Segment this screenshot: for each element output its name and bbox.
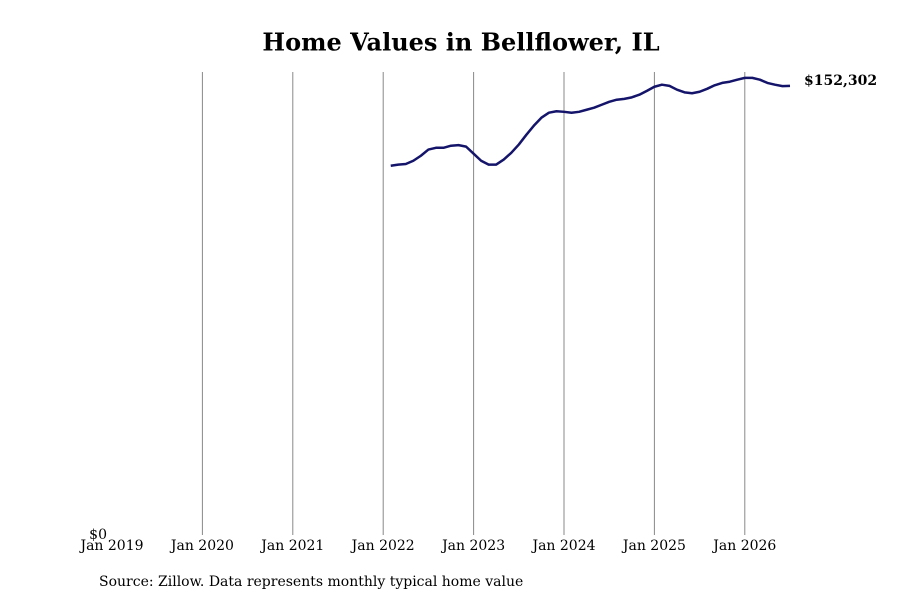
- value-label: $152,302: [804, 73, 877, 89]
- x-tick-label: Jan 2022: [350, 538, 415, 554]
- data-line: [390, 76, 791, 168]
- x-tick-label: Jan 2025: [621, 538, 686, 554]
- source-note: Source: Zillow. Data represents monthly …: [99, 574, 523, 590]
- x-tick-label: Jan 2023: [440, 538, 505, 554]
- y-tick-label: $0: [89, 527, 107, 543]
- x-tick-label: Jan 2020: [169, 538, 234, 554]
- x-tick-label: Jan 2026: [711, 538, 776, 554]
- x-tick-label: Jan 2019: [78, 538, 143, 554]
- chart-title: Home Values in Bellflower, IL: [262, 28, 659, 57]
- x-tick-label: Jan 2021: [259, 538, 324, 554]
- x-tick-label: Jan 2024: [530, 538, 595, 554]
